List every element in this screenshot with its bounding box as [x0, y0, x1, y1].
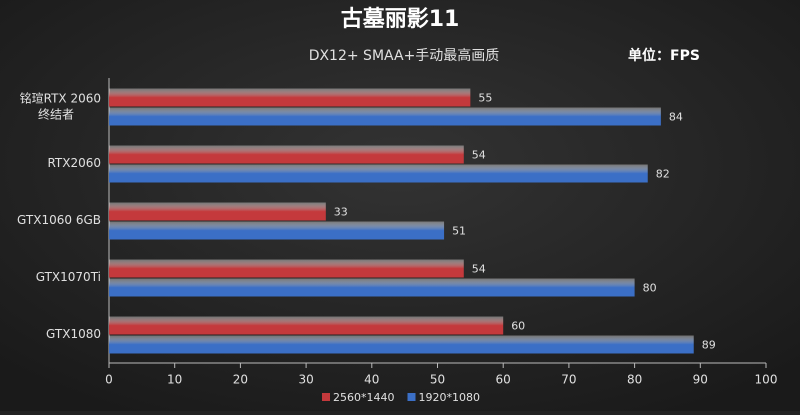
chart-title: 古墓丽影11: [341, 6, 460, 32]
legend-swatch: [407, 393, 416, 401]
value-label: 60: [511, 320, 525, 333]
x-tick-label: 70: [561, 373, 576, 387]
y-tick-label: GTX1080: [46, 327, 101, 341]
label-line: 铭瑄RTX 2060: [20, 90, 101, 105]
legend-label: 2560*1440: [333, 391, 395, 404]
x-tick-label: 40: [364, 373, 379, 387]
value-label: 84: [669, 111, 683, 124]
value-label: 33: [334, 206, 348, 219]
value-label: 82: [656, 168, 670, 181]
bar: [109, 202, 326, 221]
value-label: 89: [702, 339, 716, 352]
x-tick-label: 10: [167, 373, 182, 387]
x-tick-label: 0: [105, 373, 113, 387]
label-line: 终结者: [38, 106, 74, 121]
legend-label: 1920*1080: [419, 391, 481, 404]
x-tick-label: 20: [233, 373, 248, 387]
value-label: 54: [472, 263, 486, 276]
y-tick-label: 铭瑄RTX 2060 终结者: [20, 90, 101, 121]
bar: [109, 259, 464, 278]
value-label: 55: [478, 92, 492, 105]
bar: [109, 335, 694, 354]
x-tick-label: 90: [693, 373, 708, 387]
bar: [109, 316, 504, 335]
chart-subtitle: DX12+ SMAA+手动最高画质: [309, 47, 500, 64]
y-tick-label: GTX1060 6GB: [17, 213, 101, 227]
bar: [109, 221, 445, 240]
legend-swatch: [322, 393, 330, 401]
bar: [109, 164, 648, 183]
bar: [109, 145, 464, 164]
x-tick-label: 80: [627, 373, 642, 387]
x-tick-label: 60: [496, 373, 511, 387]
x-tick-label: 50: [430, 373, 445, 387]
value-label: 51: [452, 225, 466, 238]
x-tick-label: 30: [298, 373, 313, 387]
y-tick-label: RTX2060: [47, 156, 101, 170]
y-tick-label: GTX1070Ti: [36, 270, 101, 284]
bar: [109, 107, 661, 126]
unit-label: 单位：FPS: [628, 47, 700, 64]
bar: [109, 88, 471, 107]
value-label: 80: [643, 282, 657, 295]
x-tick-label: 100: [755, 373, 778, 387]
bar: [109, 278, 635, 297]
value-label: 54: [472, 149, 486, 162]
